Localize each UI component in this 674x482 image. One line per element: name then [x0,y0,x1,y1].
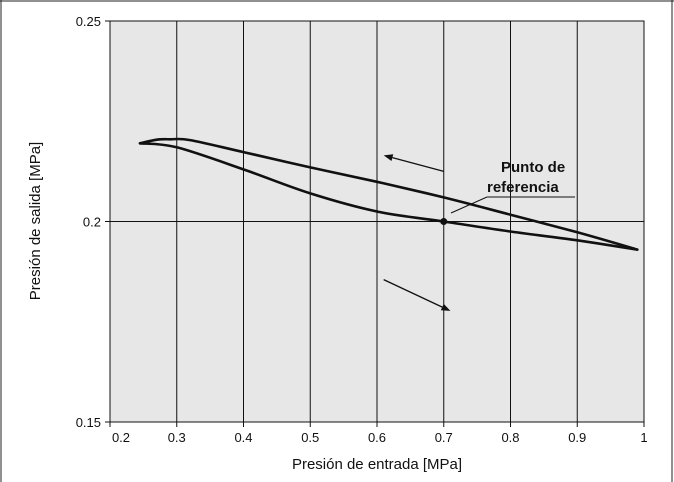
x-tick-label-7: 0.9 [568,430,586,445]
reference-label-line1: Punto de [501,159,565,176]
direction-arrow-shaft-1 [383,279,443,308]
x-tick-label-4: 0.6 [368,430,386,445]
series-line-1 [138,142,639,251]
x-tick-label-8: 1 [640,430,647,445]
x-tick-label-1: 0.3 [168,430,186,445]
reference-point [440,218,448,225]
reference-leader-line [450,196,488,214]
x-tick-label-2: 0.4 [234,430,252,445]
y-axis-title: Presión de salida [MPa] [27,142,44,300]
x-tick-label-3: 0.5 [301,430,319,445]
direction-arrow-shaft-0 [392,157,444,173]
series-group [138,137,639,251]
y-tick-labels: 0.15 0.2 0.25 [76,14,110,430]
y-tick-label-1: 0.2 [83,215,101,230]
x-tick-label-6: 0.8 [501,430,519,445]
arrows-group [383,154,451,311]
y-tick-label-0: 0.15 [76,415,101,430]
grid [110,21,644,422]
series-line-0 [138,137,639,251]
direction-arrow-head-1 [440,303,451,311]
reference-label-line2: referencia [487,179,559,196]
x-tick-labels: 0.2 0.3 0.4 0.5 0.6 0.7 0.8 0.9 1 [109,422,648,445]
x-tick-label-5: 0.7 [435,430,453,445]
direction-arrow-head-0 [383,154,394,162]
x-axis-title: Presión de entrada [MPa] [292,456,462,473]
reference-annotation: Punto de referencia [440,159,575,225]
y-tick-label-2: 0.25 [76,14,101,29]
x-tick-label-0: 0.2 [112,430,130,445]
